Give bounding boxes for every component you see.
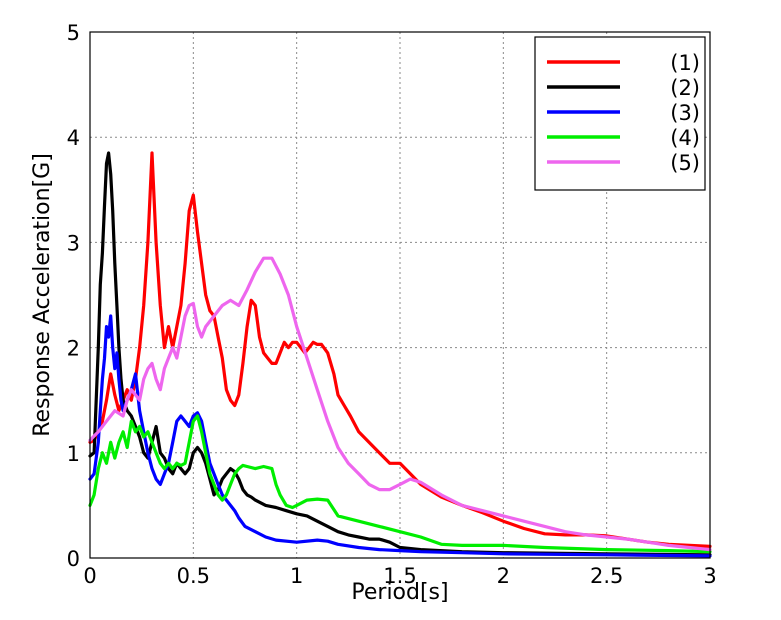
legend-label-2: (2) — [670, 76, 700, 100]
x-tick-label: 2.5 — [590, 564, 623, 588]
series-line-2 — [88, 151, 712, 557]
series-lines — [88, 151, 712, 558]
plot-frame — [89, 31, 711, 559]
y-tick-label: 1 — [67, 442, 80, 466]
x-tick-label: 1 — [290, 564, 303, 588]
series-line-4 — [88, 414, 712, 554]
legend: (1)(2)(3)(4)(5) — [534, 36, 706, 191]
series-line-1 — [88, 151, 712, 549]
x-tick-label: 2 — [497, 564, 510, 588]
y-tick-label: 4 — [67, 126, 80, 150]
tick-labels: 0 0.5 1 1.5 2 2.5 3 0 1 2 3 4 5 — [67, 21, 717, 588]
y-tick-label: 3 — [67, 231, 80, 255]
y-axis-title: Response Acceleration[G] — [30, 153, 55, 437]
x-axis-title: Period[s] — [351, 580, 448, 605]
series-line-5 — [88, 256, 712, 552]
y-tick-label: 2 — [67, 337, 80, 361]
x-tick-label: 0.5 — [177, 564, 210, 588]
series-line-3 — [88, 314, 712, 558]
legend-label-4: (4) — [670, 126, 700, 150]
y-tick-label: 0 — [67, 547, 80, 571]
legend-label-3: (3) — [670, 101, 700, 125]
legend-label-1: (1) — [670, 51, 700, 75]
x-tick-label: 0 — [83, 564, 96, 588]
x-tick-label: 1.5 — [383, 564, 416, 588]
legend-label-5: (5) — [670, 151, 700, 175]
x-tick-label: 3 — [703, 564, 716, 588]
y-tick-label: 5 — [67, 21, 80, 45]
